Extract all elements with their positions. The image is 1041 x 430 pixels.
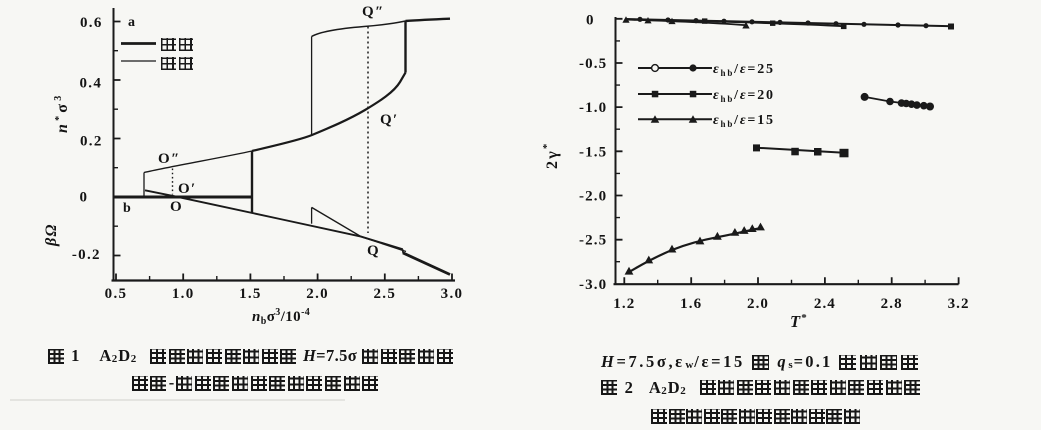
svg-text:βΩ: βΩ: [43, 223, 60, 247]
svg-text:2.5: 2.5: [373, 286, 396, 302]
svg-text:1.0: 1.0: [172, 286, 195, 302]
svg-text:-0.5: -0.5: [579, 56, 607, 72]
svg-text:n*σ3: n*σ3: [53, 93, 71, 133]
svg-text:Q′: Q′: [380, 112, 399, 128]
svg-text:0.4: 0.4: [80, 76, 103, 92]
svg-text:εhb/ε=20: εhb/ε=20: [713, 88, 775, 104]
svg-text:2γ*: 2γ*: [541, 141, 561, 169]
svg-text:-2.0: -2.0: [579, 189, 607, 205]
svg-text:-1.0: -1.0: [579, 100, 607, 116]
svg-text:3.2: 3.2: [948, 296, 970, 312]
svg-text:1.5: 1.5: [239, 286, 262, 302]
svg-text:1.6: 1.6: [680, 296, 702, 312]
svg-text:0.2: 0.2: [80, 134, 103, 150]
svg-text:-3.0: -3.0: [579, 277, 607, 293]
svg-text:1.2: 1.2: [613, 296, 635, 312]
svg-text:0: 0: [586, 13, 595, 29]
svg-text:O: O: [170, 199, 183, 215]
svg-text:3.0: 3.0: [441, 286, 464, 302]
svg-text:O″: O″: [158, 151, 181, 167]
svg-text:nbσ3/10-4: nbσ3/10-4: [252, 307, 310, 327]
svg-text:0: 0: [80, 190, 89, 206]
svg-text:0.5: 0.5: [105, 286, 128, 302]
svg-text:a: a: [128, 15, 136, 30]
svg-text:T*: T*: [790, 312, 808, 331]
svg-text:-2.5: -2.5: [579, 233, 607, 249]
svg-text:2.0: 2.0: [306, 286, 329, 302]
svg-text:-0.2: -0.2: [72, 247, 101, 263]
svg-text:O′: O′: [178, 181, 197, 197]
svg-text:b: b: [123, 201, 132, 216]
svg-text:εhb/ε=25: εhb/ε=25: [713, 62, 775, 78]
svg-text:2.8: 2.8: [881, 296, 903, 312]
svg-text:2.0: 2.0: [747, 296, 769, 312]
svg-text:0.6: 0.6: [80, 15, 103, 31]
svg-text:Q: Q: [367, 243, 380, 259]
svg-text:2.4: 2.4: [814, 296, 836, 312]
svg-text:εhb/ε=15: εhb/ε=15: [713, 113, 775, 129]
svg-text:-1.5: -1.5: [579, 144, 607, 160]
svg-text:Q″: Q″: [362, 4, 385, 20]
